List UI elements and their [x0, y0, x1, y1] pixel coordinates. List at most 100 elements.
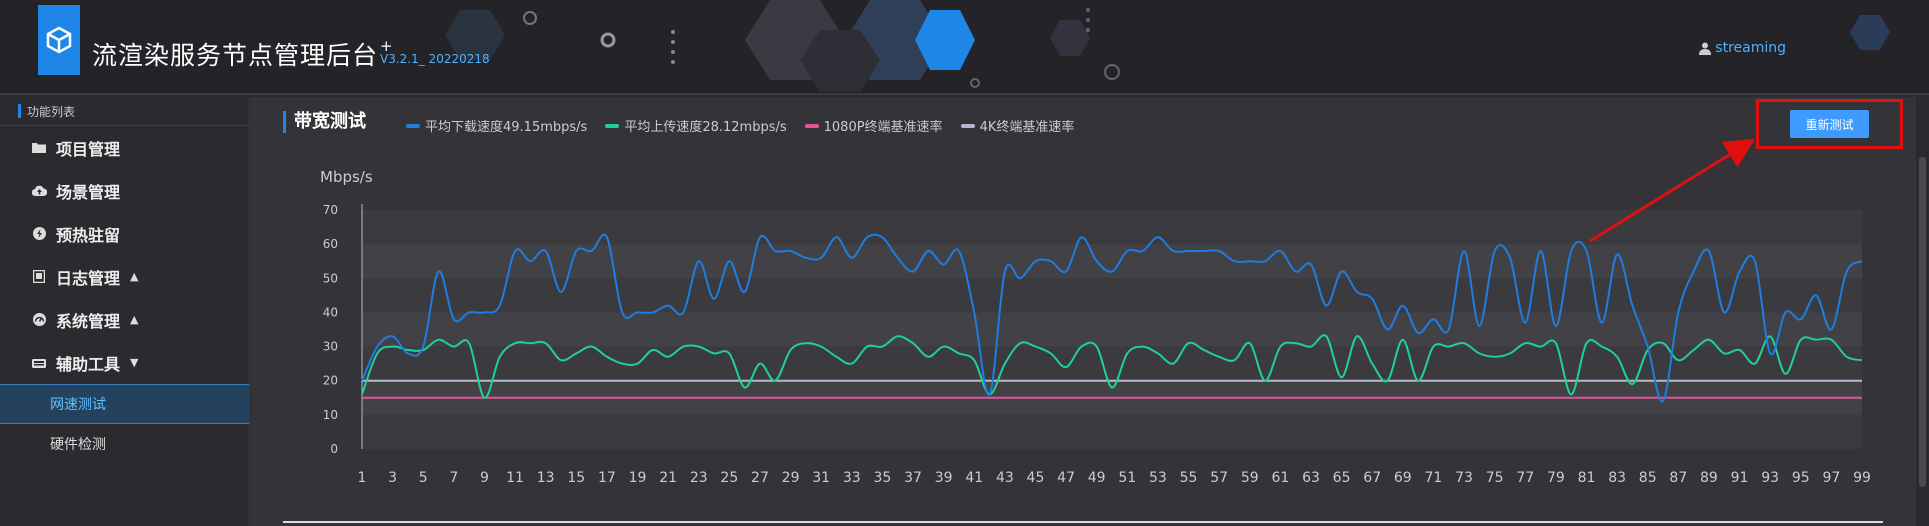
x-tick-label: 9	[480, 470, 489, 486]
y-tick-label: 0	[330, 442, 338, 456]
sidebar-item-preheat[interactable]: 预热驻留	[0, 212, 249, 255]
bolt-icon	[30, 227, 48, 240]
x-tick-label: 17	[598, 470, 616, 486]
x-tick-label: 89	[1700, 470, 1718, 486]
grid-band	[362, 210, 1862, 245]
legend-item[interactable]: 1080P终端基准速率	[804, 116, 943, 135]
x-tick-label: 21	[659, 470, 677, 486]
x-tick-label: 23	[690, 470, 708, 486]
x-tick-label: 35	[873, 470, 891, 486]
app-title: 流渲染服务节点管理后台 +	[92, 36, 394, 72]
x-tick-label: 99	[1853, 470, 1871, 486]
x-tick-label: 19	[629, 470, 647, 486]
x-tick-label: 63	[1302, 470, 1320, 486]
page-title: 带宽测试	[283, 111, 366, 133]
y-tick-label: 50	[323, 271, 338, 285]
x-tick-label: 53	[1149, 470, 1167, 486]
sidebar-header: 功能列表	[0, 97, 249, 126]
sidebar-item-label: 预热驻留	[56, 225, 121, 245]
x-tick-label: 59	[1241, 470, 1259, 486]
legend-item[interactable]: 4K终端基准速率	[960, 116, 1075, 135]
sidebar-item-scene[interactable]: 场景管理	[0, 169, 249, 212]
sidebar-subitem-hardware-check[interactable]: 硬件检测	[50, 437, 106, 453]
grid-band	[362, 278, 1862, 313]
x-tick-label: 51	[1118, 470, 1136, 486]
sidebar-item-log[interactable]: 日志管理 ▲	[0, 255, 249, 298]
x-tick-label: 79	[1547, 470, 1565, 486]
y-tick-label: 40	[323, 305, 338, 319]
section-divider	[283, 521, 1883, 523]
main-panel: 0 10 20 30 40 50 60 70 Mbps/s 1 3 5 7 9 11 13 15 17 19 21 23…	[251, 97, 1916, 526]
dashboard-icon	[30, 313, 48, 326]
chart-legend: 平均下载速度49.15mbps/s 平均上传速度28.12mbps/s 1080P终…	[406, 116, 1074, 135]
sidebar-item-label: 日志管理	[56, 268, 121, 288]
app-header: 流渲染服务节点管理后台 + V3.2.1_ 20220218 streaming	[0, 0, 1929, 95]
version-label: V3.2.1_ 20220218	[380, 52, 490, 66]
x-tick-label: 25	[720, 470, 738, 486]
expand-down-icon: ▼	[130, 356, 139, 369]
x-tick-label: 39	[935, 470, 953, 486]
sidebar-header-accent	[18, 104, 21, 118]
x-tick-label: 3	[388, 470, 397, 486]
grid-band	[362, 414, 1862, 449]
legend-label: 平均下载速度49.15mbps/s	[425, 120, 588, 135]
grid-band	[362, 312, 1862, 347]
sidebar-item-label: 项目管理	[56, 139, 121, 159]
log-icon	[30, 270, 48, 283]
user-icon	[1699, 42, 1712, 55]
legend-item[interactable]: 平均下载速度49.15mbps/s	[406, 116, 587, 135]
x-tick-label: 87	[1669, 470, 1687, 486]
x-tick-label: 67	[1363, 470, 1381, 486]
title-plus-mark: +	[380, 37, 394, 55]
series-line-1	[361, 334, 1863, 399]
sidebar-subitem-speed-test[interactable]: 网速测试	[0, 384, 249, 424]
sidebar-item-system[interactable]: 系统管理 ▲	[0, 298, 249, 341]
sidebar-item-project[interactable]: 项目管理	[0, 126, 249, 169]
x-tick-label: 47	[1057, 470, 1075, 486]
cube-logo-icon	[46, 26, 72, 54]
x-tick-label: 7	[449, 470, 458, 486]
x-tick-label: 85	[1639, 470, 1657, 486]
x-tick-label: 55	[1180, 470, 1198, 486]
sidebar-item-tools[interactable]: 辅助工具 ▼	[0, 341, 249, 384]
vertical-scrollbar[interactable]	[1916, 97, 1929, 526]
scrollbar-thumb[interactable]	[1919, 157, 1926, 487]
sidebar-item-label: 系统管理	[56, 311, 121, 331]
x-tick-label: 11	[506, 470, 524, 486]
cloud-upload-icon	[30, 185, 48, 196]
sidebar-item-label: 辅助工具	[56, 354, 121, 374]
x-tick-label: 91	[1731, 470, 1749, 486]
legend-swatch	[960, 123, 975, 128]
x-tick-label: 81	[1578, 470, 1596, 486]
x-tick-label: 73	[1455, 470, 1473, 486]
legend-label: 平均上传速度28.12mbps/s	[624, 120, 787, 135]
legend-swatch	[804, 123, 819, 128]
x-tick-label: 77	[1516, 470, 1534, 486]
user-menu[interactable]: streaming	[1699, 40, 1786, 56]
app-logo	[38, 5, 80, 75]
sidebar-header-label: 功能列表	[27, 104, 76, 119]
legend-label: 1080P终端基准速率	[823, 120, 943, 135]
x-tick-label: 57	[1210, 470, 1228, 486]
legend-label: 4K终端基准速率	[979, 120, 1075, 135]
x-tick-label: 43	[996, 470, 1014, 486]
annotation-highlight-box	[1756, 99, 1903, 149]
retest-button[interactable]: 重新测试	[1790, 110, 1869, 138]
x-tick-label: 71	[1425, 470, 1443, 486]
keyboard-icon	[30, 358, 48, 368]
x-tick-label: 95	[1792, 470, 1810, 486]
folder-icon	[30, 142, 48, 153]
x-tick-label: 41	[965, 470, 983, 486]
legend-item[interactable]: 平均上传速度28.12mbps/s	[605, 116, 787, 135]
y-tick-label: 20	[323, 374, 338, 388]
x-tick-label: 5	[419, 470, 428, 486]
x-tick-label: 1	[358, 470, 367, 486]
collapse-up-icon: ▲	[130, 313, 139, 326]
x-tick-label: 93	[1761, 470, 1779, 486]
x-tick-label: 13	[537, 470, 555, 486]
legend-swatch	[605, 123, 620, 128]
hexagon-background	[445, 0, 1890, 92]
legend-swatch	[406, 123, 420, 128]
x-tick-label: 61	[1271, 470, 1289, 486]
